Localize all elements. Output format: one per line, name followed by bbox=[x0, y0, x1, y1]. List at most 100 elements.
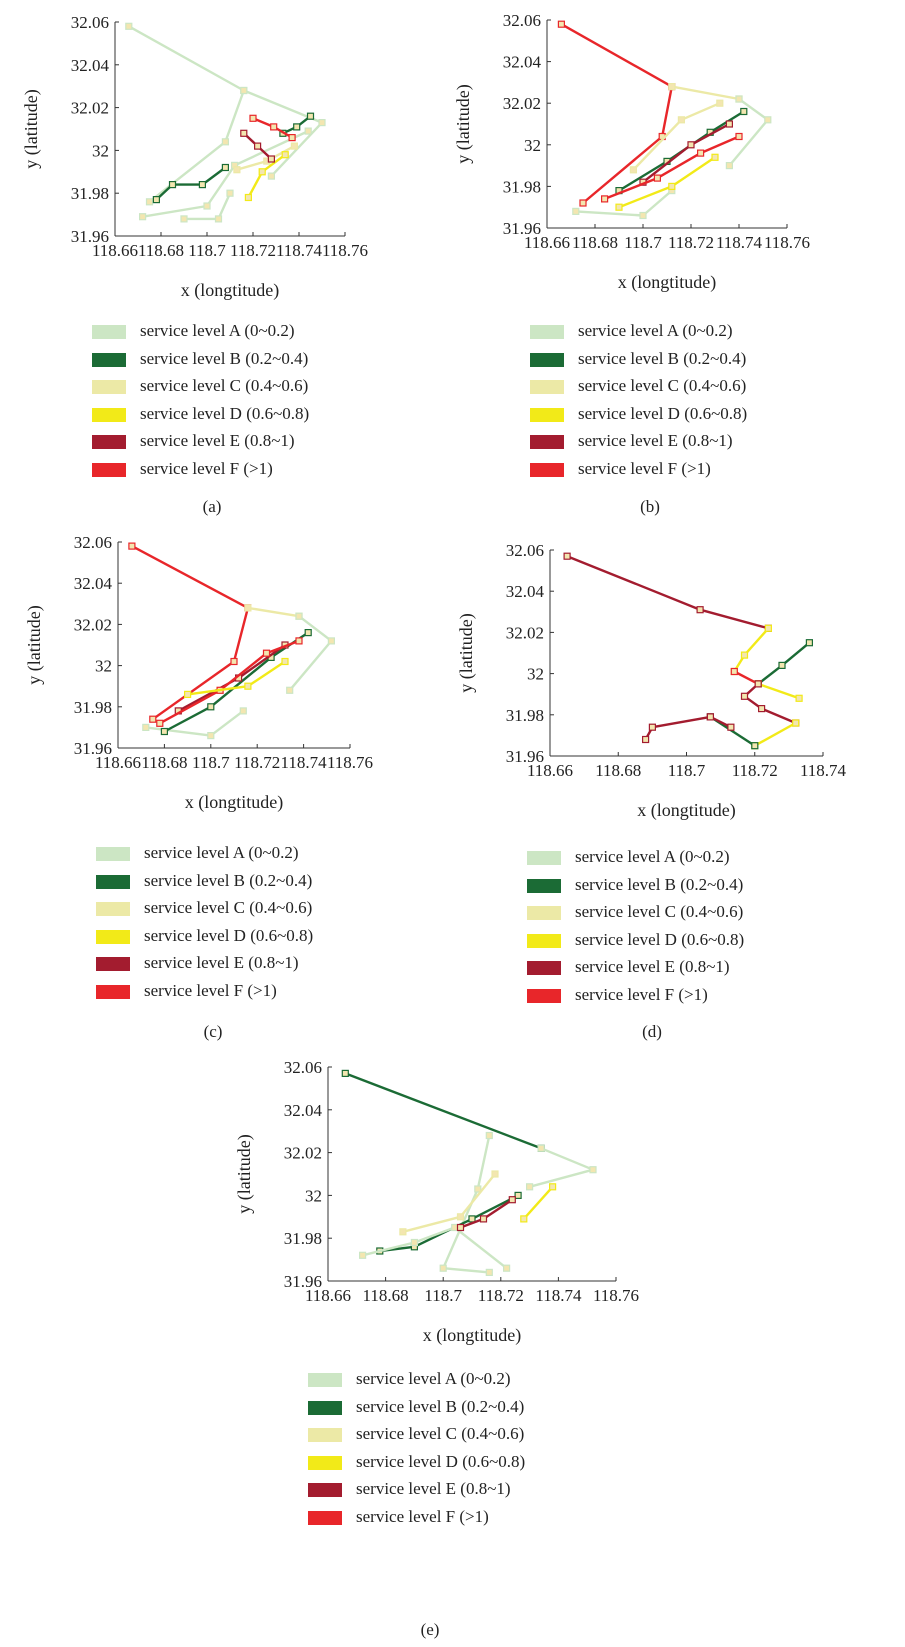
route-level-b bbox=[155, 166, 227, 201]
stop-node bbox=[240, 129, 248, 137]
y-tick-label: 31.98 bbox=[74, 698, 112, 717]
caption-c: (c) bbox=[203, 1022, 223, 1041]
stop-node bbox=[290, 142, 298, 150]
legend-label: service level E (0.8~1) bbox=[140, 431, 295, 450]
stop-node bbox=[286, 686, 294, 694]
stop-node bbox=[306, 112, 315, 120]
y-tick-label: 32.04 bbox=[74, 574, 113, 593]
legend-label: service level E (0.8~1) bbox=[575, 957, 730, 976]
y-tick-label: 32.02 bbox=[71, 99, 109, 118]
legend-swatch bbox=[527, 988, 561, 1003]
legend-swatch bbox=[308, 1400, 342, 1415]
y-tick-label: 32.02 bbox=[506, 623, 544, 642]
legend-swatch bbox=[530, 380, 564, 394]
x-tick-label: 118.74 bbox=[535, 1286, 582, 1305]
legend-c: service level A (0~0.2) service level B (… bbox=[96, 842, 396, 1002]
stop-node bbox=[304, 628, 312, 637]
stop-node bbox=[474, 1185, 482, 1193]
y-tick-label: 32 bbox=[524, 136, 541, 155]
stop-node bbox=[128, 542, 136, 550]
route-level-a bbox=[441, 1135, 491, 1274]
stop-node bbox=[125, 22, 133, 30]
stop-node bbox=[751, 742, 759, 750]
legend-label: service level A (0~0.2) bbox=[356, 1369, 511, 1388]
route-level-a bbox=[575, 189, 673, 217]
route-level-d bbox=[522, 1185, 554, 1220]
x-tick-label: 118.68 bbox=[572, 233, 618, 252]
stop-node bbox=[240, 86, 248, 95]
legend-label: service level D (0.6~0.8) bbox=[144, 925, 314, 945]
stop-node bbox=[226, 189, 234, 197]
stop-node bbox=[341, 1069, 349, 1077]
stop-node bbox=[479, 1215, 488, 1223]
x-axis-label: x (longtitude) bbox=[637, 800, 735, 821]
stop-node bbox=[359, 1251, 367, 1259]
x-axis-label: x (longtitude) bbox=[423, 1325, 521, 1346]
stop-node bbox=[410, 1238, 418, 1247]
y-tick-label: 32 bbox=[305, 1186, 322, 1205]
x-tick-label: 118.72 bbox=[732, 761, 778, 780]
chart-panel-a: 118.66 118.68 118.7 118.72 118.74 118.76 31.96… bbox=[0, 0, 452, 301]
stop-node bbox=[295, 612, 303, 620]
y-tick-label: 31.96 bbox=[503, 219, 541, 238]
chart-panel-b: 118.66 118.68 118.7 118.72 118.74 118.76 31.96… bbox=[452, 0, 905, 300]
y-tick-label: 32.04 bbox=[71, 56, 110, 75]
route-level-e bbox=[743, 683, 797, 725]
stop-node bbox=[526, 1183, 534, 1191]
route-level-c bbox=[247, 606, 300, 618]
x-tick-label: 118.66 bbox=[527, 761, 573, 780]
legend-label: service level B (0.2~0.4) bbox=[140, 348, 309, 368]
stop-node bbox=[725, 120, 733, 128]
stop-node bbox=[740, 107, 748, 116]
legend-b: service level A (0~0.2) service level B (… bbox=[530, 320, 830, 480]
legend-swatch bbox=[92, 462, 126, 477]
route-level-d bbox=[757, 682, 800, 700]
y-tick-label: 32 bbox=[92, 141, 109, 160]
stop-node bbox=[239, 707, 247, 715]
y-axis-label: y (latitude) bbox=[21, 89, 42, 168]
route-level-d bbox=[754, 721, 797, 747]
stop-node bbox=[725, 162, 733, 170]
y-axis-label: y (latitude) bbox=[24, 605, 45, 684]
stop-node bbox=[439, 1264, 447, 1272]
stop-node bbox=[653, 174, 661, 182]
stop-node bbox=[160, 727, 168, 736]
stop-node bbox=[139, 213, 147, 221]
x-tick-label: 118.72 bbox=[230, 241, 276, 260]
stop-node bbox=[792, 719, 800, 727]
y-tick-label: 31.96 bbox=[284, 1272, 322, 1291]
stop-node bbox=[142, 723, 150, 731]
y-tick-label: 31.98 bbox=[506, 706, 544, 725]
y-axis-label: y (latitude) bbox=[453, 84, 474, 163]
stop-node bbox=[629, 166, 637, 174]
legend-swatch bbox=[92, 325, 126, 339]
x-tick-label: 118.74 bbox=[276, 241, 323, 260]
stop-node bbox=[730, 667, 738, 676]
stop-node bbox=[716, 99, 724, 107]
x-axis-label: x (longtitude) bbox=[185, 792, 283, 813]
x-tick-label: 118.68 bbox=[141, 753, 187, 772]
stop-node bbox=[214, 215, 223, 223]
legend-label: service level A (0~0.2) bbox=[578, 321, 733, 340]
legend-swatch bbox=[530, 325, 564, 339]
stop-node bbox=[327, 637, 335, 645]
legend-label: service level D (0.6~0.8) bbox=[356, 1451, 526, 1471]
stop-node bbox=[677, 116, 685, 124]
stop-node bbox=[711, 153, 719, 161]
stop-node bbox=[668, 182, 676, 190]
stop-node bbox=[668, 82, 676, 91]
x-tick-label: 118.76 bbox=[322, 241, 368, 260]
legend-swatch bbox=[96, 957, 130, 971]
stop-node bbox=[805, 639, 813, 647]
legend-swatch bbox=[527, 906, 561, 920]
route-level-a bbox=[728, 98, 769, 167]
y-tick-label: 32.06 bbox=[71, 13, 109, 32]
legend-label: service level C (0.4~0.6) bbox=[356, 1424, 525, 1443]
stop-node bbox=[262, 649, 271, 657]
chart-a-svg: 118.66 118.68 118.7 118.72 118.74 118.76 31.96… bbox=[21, 13, 368, 301]
stop-node bbox=[648, 723, 656, 731]
y-tick-label: 31.98 bbox=[71, 184, 109, 203]
y-tick-label: 31.98 bbox=[284, 1229, 322, 1248]
stop-node bbox=[706, 713, 714, 721]
legend-label: service level F (>1) bbox=[144, 980, 277, 1000]
